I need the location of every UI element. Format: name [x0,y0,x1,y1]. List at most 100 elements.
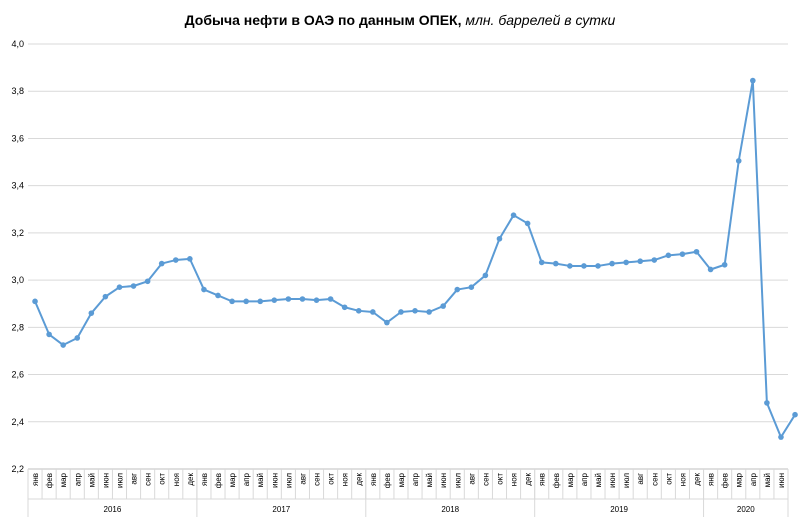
data-point [764,400,770,406]
data-point [158,260,165,267]
data-point [524,220,531,227]
data-point [679,251,686,257]
x-tick-label: июл [453,473,462,488]
chart-title-sub: млн. баррелей в сутки [465,12,616,28]
data-point [496,235,503,242]
x-tick-label: мар [59,472,68,487]
x-tick-label: янв [369,473,378,486]
data-point [552,260,559,267]
data-point [412,308,418,314]
y-tick-label: 2,2 [11,464,24,474]
data-point [468,284,475,290]
data-point [243,298,249,305]
x-tick-label: окт [327,473,336,485]
data-point [102,293,109,300]
x-tick-label: окт [158,473,167,485]
x-tick-label: ноя [678,473,687,486]
x-tick-label: апр [749,472,758,486]
data-point [426,309,432,315]
x-tick-label: фев [383,473,392,488]
x-tick-label: окт [495,473,504,485]
data-point [510,212,517,218]
data-point [32,298,38,305]
data-point [581,263,587,269]
year-label: 2017 [272,505,290,514]
x-tick-label: янв [200,473,209,486]
x-tick-label: мар [397,472,406,487]
x-tick-label: июн [439,473,448,488]
data-point [623,259,629,266]
x-tick-label: апр [73,472,82,486]
year-label: 2019 [610,505,628,514]
x-tick-label: июн [777,473,786,488]
year-label: 2016 [104,505,122,514]
x-tick-label: май [763,473,772,487]
x-tick-label: фев [552,473,561,488]
data-point [341,304,348,311]
data-point [130,283,137,289]
x-tick-label: авг [298,473,307,485]
x-tick-label: июн [608,473,617,488]
x-tick-label: май [256,473,265,487]
data-point [299,296,306,302]
data-point [74,335,81,341]
x-tick-label: дек [355,473,364,486]
data-point [609,260,615,267]
data-point [46,331,52,338]
x-tick-label: мар [566,472,575,487]
x-tick-label: сен [650,473,659,486]
x-tick-label: янв [707,473,716,486]
data-point [665,252,672,259]
data-point [384,319,390,326]
x-tick-label: май [87,473,96,487]
x-tick-label: июл [284,473,293,488]
x-tick-label: апр [580,472,589,486]
y-tick-label: 2,4 [11,417,24,427]
data-point [693,248,700,255]
x-tick-label: фев [721,473,730,488]
data-point [567,263,573,269]
data-point [355,308,362,314]
chart-title-main: Добыча нефти в ОАЭ по данным ОПЕК, [184,12,462,28]
x-tick-label: ноя [172,473,181,486]
data-point [215,292,221,299]
data-point [398,309,404,315]
y-tick-label: 3,0 [11,275,24,285]
data-point [440,303,446,309]
y-tick-label: 3,4 [11,181,24,191]
data-point [454,286,461,293]
data-point [201,286,207,293]
x-tick-label: фев [214,473,223,488]
x-tick-label: май [425,473,434,487]
year-label: 2018 [441,505,459,514]
x-tick-label: сен [144,473,153,486]
x-tick-label: июл [115,473,124,488]
data-point [313,297,320,303]
data-point [285,296,292,302]
data-point [707,266,714,273]
data-point [538,259,545,266]
data-point [257,298,264,305]
x-tick-label: июл [622,473,631,488]
data-point [595,263,601,269]
x-tick-label: окт [664,473,673,485]
y-tick-label: 3,8 [11,86,24,96]
data-point [144,278,151,285]
x-tick-label: фев [45,473,54,488]
data-point [88,310,95,316]
x-tick-label: янв [538,473,547,486]
x-tick-label: авг [636,473,645,485]
data-point [370,309,376,315]
y-tick-label: 2,6 [11,370,24,380]
x-tick-label: авг [130,473,139,485]
chart-title: Добыча нефти в ОАЭ по данным ОПЕК, млн. … [0,12,800,28]
data-point [651,257,658,263]
x-tick-label: июн [101,473,110,488]
x-tick-label: май [594,473,603,487]
series-line [34,79,796,439]
x-tick-label: сен [313,473,322,486]
data-point [792,411,798,418]
data-point [60,342,66,348]
x-tick-label: дек [693,473,702,486]
x-tick-label: апр [242,472,251,486]
